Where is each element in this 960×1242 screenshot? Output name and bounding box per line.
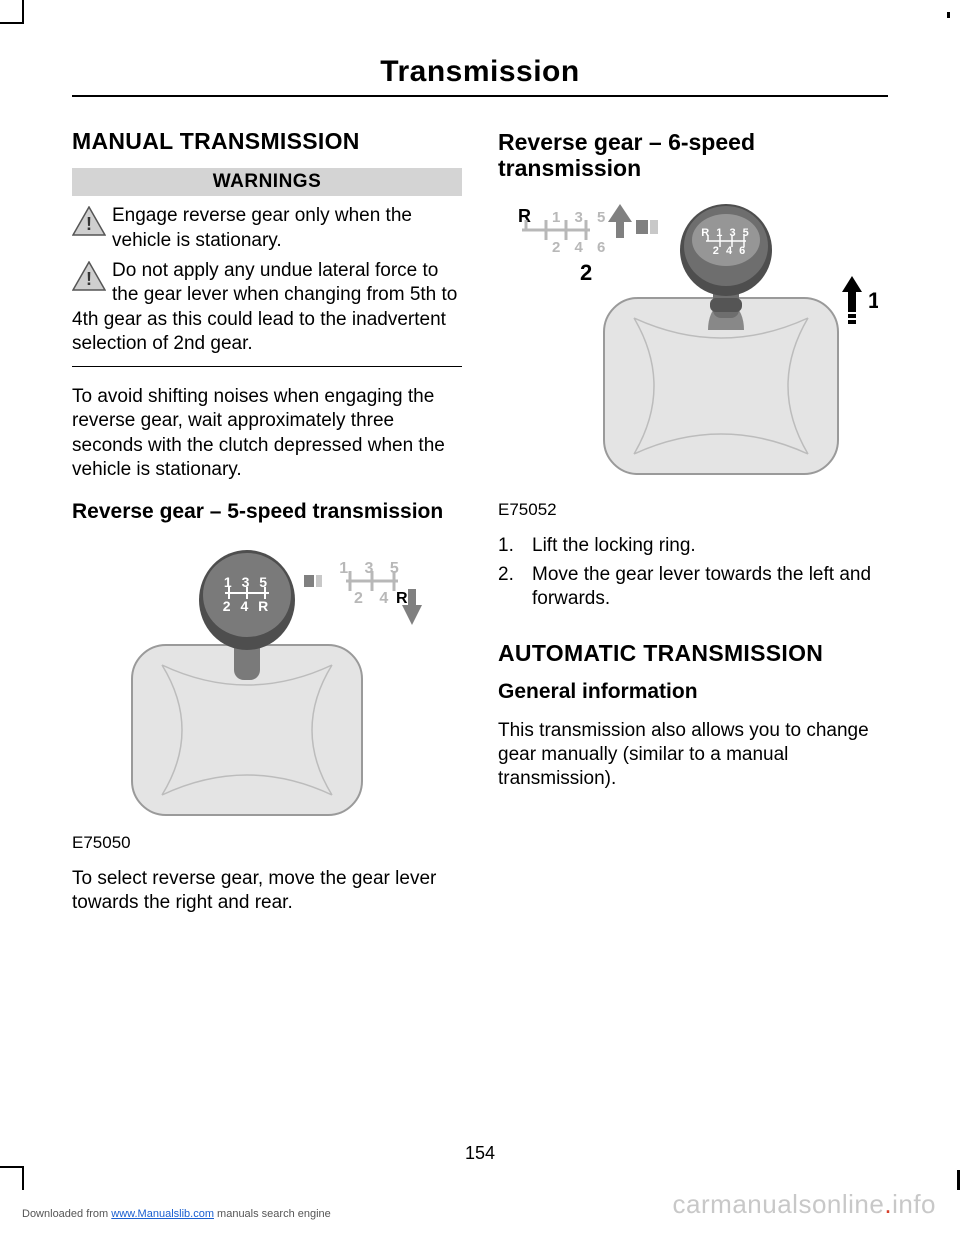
- figure-5speed: 1 3 5 2 4 R 1 3 5 2 4 R: [72, 545, 462, 825]
- warning-icon: !: [72, 206, 106, 236]
- svg-text:2 4: 2 4: [354, 590, 394, 607]
- step-number: 1.: [498, 534, 520, 559]
- content-columns: MANUAL TRANSMISSION WARNINGS ! Engage re…: [72, 129, 888, 933]
- automatic-transmission-heading: AUTOMATIC TRANSMISSION: [498, 640, 888, 666]
- warnings-separator: [72, 366, 462, 367]
- reverse-6speed-heading: Reverse gear – 6-speed transmission: [498, 129, 888, 182]
- step-number: 2.: [498, 563, 520, 612]
- list-item: 2. Move the gear lever towards the left …: [498, 563, 888, 612]
- download-post: manuals search engine: [214, 1208, 331, 1220]
- page-number: 154: [0, 1143, 960, 1164]
- callout-1: 1: [868, 288, 878, 313]
- warning-2-text: Do not apply any undue lateral force to …: [72, 260, 457, 354]
- step-1-text: Lift the locking ring.: [532, 534, 696, 559]
- svg-text:!: !: [86, 214, 92, 234]
- warning-2: ! Do not apply any undue lateral force t…: [72, 259, 462, 356]
- crop-mark: [0, 0, 24, 24]
- para-avoid-noise: To avoid shifting noises when engaging t…: [72, 385, 462, 482]
- general-info-heading: General information: [498, 680, 888, 704]
- svg-text:!: !: [86, 269, 92, 289]
- watermark: carmanualsonline.info: [673, 1189, 936, 1220]
- warning-icon: !: [72, 261, 106, 291]
- figure-6speed: R 1 3 5 2 4 6 2: [498, 202, 888, 492]
- watermark-text-b: info: [892, 1189, 936, 1219]
- manualslib-link[interactable]: www.Manualslib.com: [111, 1208, 214, 1220]
- download-pre: Downloaded from: [22, 1208, 111, 1220]
- right-column: Reverse gear – 6-speed transmission R 1 …: [498, 129, 888, 933]
- para-select-reverse-5: To select reverse gear, move the gear le…: [72, 867, 462, 916]
- page-header: Transmission: [72, 55, 888, 97]
- figure-5speed-caption: E75050: [72, 833, 462, 853]
- step-2-text: Move the gear lever towards the left and…: [532, 563, 888, 612]
- gear-lever-5speed-svg: 1 3 5 2 4 R 1 3 5 2 4 R: [102, 545, 432, 825]
- page-title: Transmission: [72, 55, 888, 89]
- svg-text:2 4 6: 2 4 6: [552, 239, 610, 256]
- crop-mark: [0, 1166, 24, 1190]
- figure-6speed-caption: E75052: [498, 500, 888, 520]
- reverse-5speed-heading: Reverse gear – 5-speed transmission: [72, 500, 462, 524]
- steps-list: 1. Lift the locking ring. 2. Move the ge…: [498, 534, 888, 616]
- svg-text:1 3 5: 1 3 5: [552, 209, 610, 226]
- svg-text:2 4 R: 2 4 R: [223, 598, 271, 614]
- svg-text:R: R: [396, 590, 408, 607]
- list-item: 1. Lift the locking ring.: [498, 534, 888, 559]
- warnings-label: WARNINGS: [72, 168, 462, 196]
- header-rule: [72, 95, 888, 97]
- watermark-text-a: carmanualsonline: [673, 1189, 885, 1219]
- callout-2: 2: [580, 260, 592, 285]
- gear-lever-6speed-svg: R 1 3 5 2 4 6 2: [508, 202, 878, 492]
- watermark-dot: .: [884, 1189, 892, 1219]
- left-column: MANUAL TRANSMISSION WARNINGS ! Engage re…: [72, 129, 462, 933]
- crop-mark: [947, 12, 950, 18]
- svg-text:2 4 6: 2 4 6: [713, 245, 747, 257]
- download-source-line: Downloaded from www.Manualslib.com manua…: [22, 1208, 331, 1220]
- manual-transmission-heading: MANUAL TRANSMISSION: [72, 129, 462, 154]
- para-auto-general: This transmission also allows you to cha…: [498, 719, 888, 792]
- warning-1-text: Engage reverse gear only when the vehicl…: [112, 205, 412, 250]
- warning-1: ! Engage reverse gear only when the vehi…: [72, 204, 462, 253]
